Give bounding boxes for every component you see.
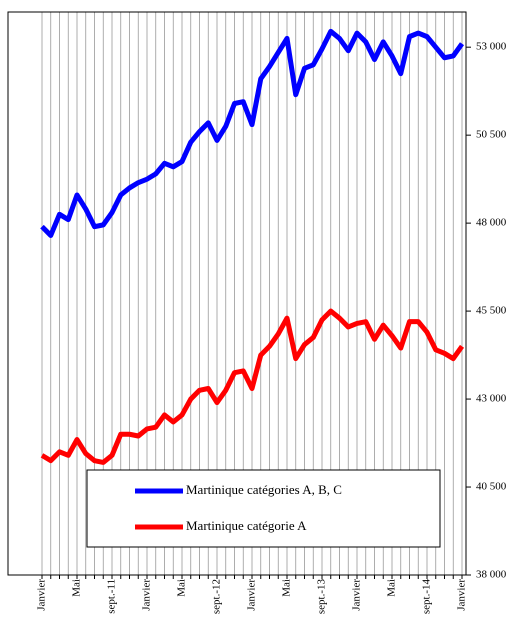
legend-box: [86, 469, 441, 548]
x-tick-label: Janvier: [351, 579, 363, 611]
x-tick-label: Janvier: [36, 579, 48, 611]
plot-border: [7, 11, 467, 576]
x-tick-label: sept.-13: [316, 579, 328, 615]
y-tick-label: 50 500: [476, 129, 507, 141]
y-tick-label: 40 500: [476, 481, 507, 493]
y-tick-label: 38 000: [476, 569, 507, 581]
y-tick-label: 53 000: [476, 41, 507, 53]
x-tick-label: Janvier: [246, 579, 258, 611]
legend-label: Martinique catégories A, B, C: [186, 482, 342, 497]
series-line: [40, 28, 465, 238]
x-tick-label: sept.-11: [106, 579, 118, 614]
x-tick-label: Janvier: [456, 579, 468, 611]
y-tick-label: 43 000: [476, 393, 507, 405]
x-tick-label: Mai: [176, 579, 188, 597]
legend-label: Martinique catégorie A: [186, 518, 307, 533]
series-line: [40, 308, 465, 465]
x-tick-label: Mai: [386, 579, 398, 597]
y-tick-label: 45 500: [476, 305, 507, 317]
y-tick-label: 48 000: [476, 217, 507, 229]
x-tick-label: Mai: [281, 579, 293, 597]
x-tick-label: sept.-12: [211, 579, 223, 614]
x-tick-label: sept.-14: [421, 579, 433, 615]
x-tick-label: Mai: [71, 579, 83, 597]
x-tick-label: Janvier: [141, 579, 153, 611]
